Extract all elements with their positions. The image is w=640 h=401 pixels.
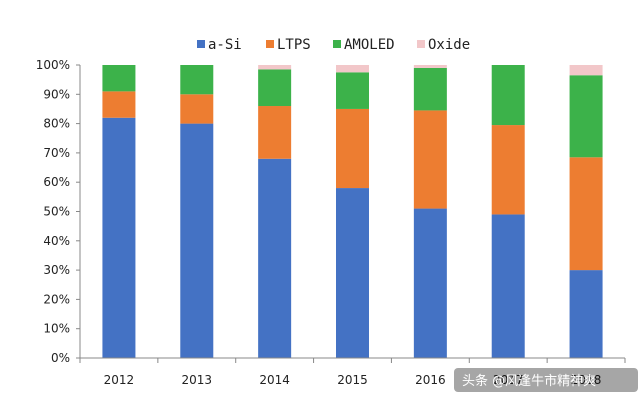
y-tick-label: 40% — [43, 234, 70, 248]
y-tick-label: 90% — [43, 87, 70, 101]
x-tick-label: 2015 — [337, 373, 368, 387]
y-tick-label: 0% — [51, 351, 70, 365]
bar-segment-a-si-2018 — [569, 270, 603, 358]
y-tick-label: 80% — [43, 117, 70, 131]
x-tick-label: 2012 — [104, 373, 135, 387]
bar-segment-a-si-2017 — [491, 214, 525, 358]
legend-label-ltps: LTPS — [277, 37, 311, 53]
y-tick-label: 10% — [43, 322, 70, 336]
bar-segment-ltps-2014 — [258, 106, 292, 159]
x-tick-label: 2017 — [493, 373, 524, 387]
legend-swatch-amoled — [333, 40, 341, 48]
bar-segment-oxide-2018 — [569, 65, 603, 76]
bar-segment-a-si-2014 — [258, 158, 292, 358]
y-tick-label: 70% — [43, 146, 70, 160]
bar-segment-amoled-2016 — [413, 67, 447, 111]
bar-segment-amoled-2018 — [569, 75, 603, 158]
bar-segment-oxide-2015 — [336, 65, 369, 73]
bar-segment-amoled-2013 — [180, 65, 214, 95]
bar-segment-ltps-2018 — [569, 157, 603, 271]
bar-segment-amoled-2017 — [491, 65, 525, 126]
legend-swatch-a-si — [197, 40, 205, 48]
bars — [102, 65, 603, 359]
bar-segment-a-si-2012 — [102, 117, 136, 359]
bar-segment-ltps-2015 — [336, 108, 369, 189]
bar-segment-ltps-2016 — [413, 110, 447, 209]
legend-label-a-si: a-Si — [208, 37, 242, 53]
bar-segment-ltps-2013 — [180, 94, 214, 124]
legend-swatch-ltps — [266, 40, 274, 48]
y-tick-label: 30% — [43, 263, 70, 277]
bar-segment-oxide-2016 — [413, 65, 447, 68]
bar-segment-ltps-2012 — [102, 91, 136, 118]
x-tick-label: 2014 — [259, 373, 290, 387]
y-tick-label: 100% — [36, 58, 70, 72]
bar-segment-amoled-2012 — [102, 65, 136, 92]
bar-segment-a-si-2013 — [180, 123, 214, 358]
x-tick-label: 2018 — [571, 373, 602, 387]
y-axis: 0% 10% 20% 30% 40% 50% 60% 70% 80% 90% 100% — [36, 58, 81, 365]
x-tick-label: 2016 — [415, 373, 446, 387]
legend-swatch-oxide — [417, 40, 425, 48]
y-tick-label: 20% — [43, 292, 70, 306]
legend: a-Si LTPS AMOLED Oxide — [197, 37, 470, 53]
legend-label-amoled: AMOLED — [344, 37, 395, 53]
watermark: 头条 @风逢牛市精神爽 — [462, 373, 596, 389]
bar-segment-a-si-2016 — [413, 208, 447, 358]
bar-segment-a-si-2015 — [336, 188, 369, 358]
bar-segment-amoled-2015 — [336, 72, 369, 109]
legend-label-oxide: Oxide — [428, 37, 470, 53]
bar-segment-ltps-2017 — [491, 125, 525, 215]
bar-segment-amoled-2014 — [258, 69, 292, 107]
bar-segment-oxide-2014 — [258, 65, 292, 70]
watermark-background — [454, 368, 638, 392]
x-axis: 2012 2013 2014 2015 2016 2017 2018 — [79, 357, 626, 387]
y-tick-label: 60% — [43, 175, 70, 189]
y-tick-label: 50% — [43, 205, 70, 219]
x-tick-label: 2013 — [182, 373, 213, 387]
